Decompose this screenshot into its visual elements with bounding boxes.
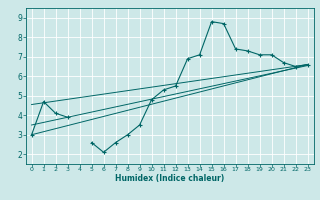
X-axis label: Humidex (Indice chaleur): Humidex (Indice chaleur) — [115, 174, 224, 183]
